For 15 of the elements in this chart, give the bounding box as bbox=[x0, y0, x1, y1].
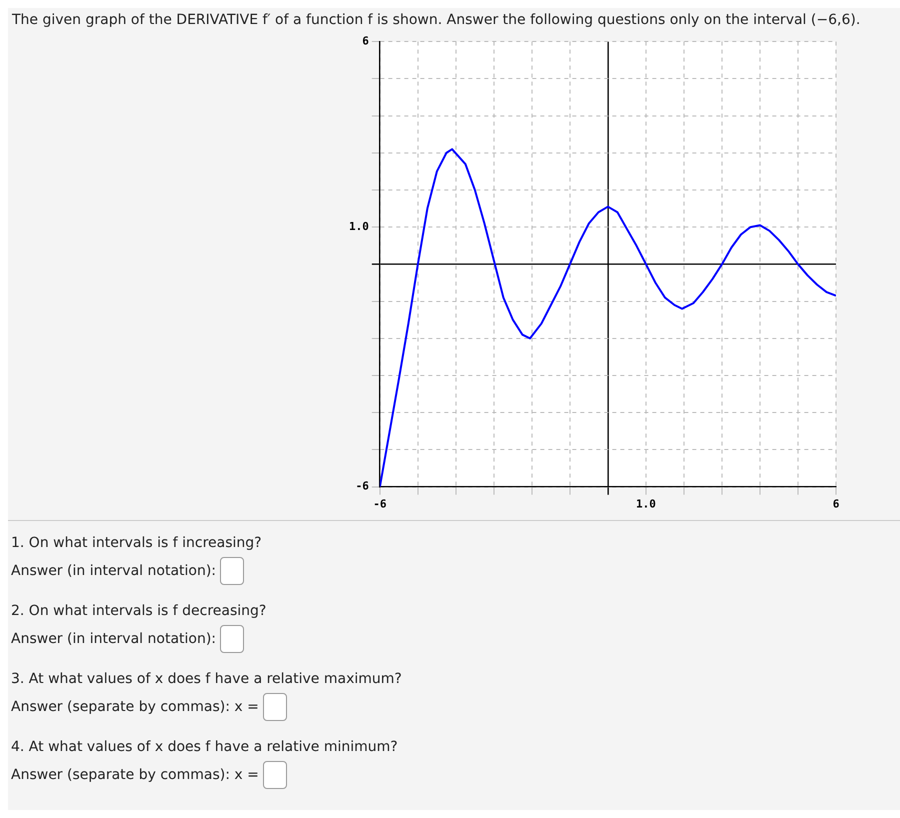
y-tick-label: -6 bbox=[356, 480, 370, 493]
text: Answer (separate by commas): x = bbox=[11, 699, 259, 715]
y-tick-label: 1.0 bbox=[348, 220, 369, 233]
x-tick-label: 6 bbox=[832, 497, 840, 510]
x-tick-label: 1.0 bbox=[636, 497, 656, 510]
text: 1. On what intervals is f increasing? bbox=[11, 535, 263, 551]
text: Answer (in interval notation): bbox=[11, 563, 216, 579]
text: 4. At what values of x does f have a relative minimum? bbox=[11, 739, 399, 755]
text: 3. At what values of x does f have a relative maximum? bbox=[11, 671, 403, 687]
text: Answer (separate by commas): x = bbox=[11, 767, 259, 783]
text: 2. On what intervals is f decreasing? bbox=[11, 603, 268, 619]
text: Answer (in interval notation): bbox=[11, 631, 216, 647]
y-tick-label: 6 bbox=[362, 34, 370, 48]
chart-title: The given graph of the DERIVATIVE f′ of a function f is shown. Answer the following questions only on the interval (−6,6). bbox=[11, 11, 862, 28]
x-tick-label: -6 bbox=[373, 497, 387, 510]
